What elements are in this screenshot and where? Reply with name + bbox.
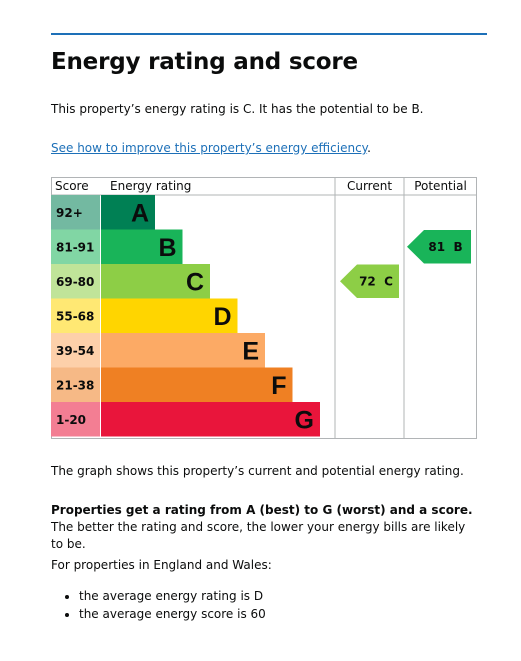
band-bar-b bbox=[101, 229, 183, 264]
band-score-cell-d bbox=[51, 298, 100, 333]
list-item: the average energy score is 60 bbox=[79, 605, 266, 623]
potential-rating-arrow bbox=[407, 230, 471, 264]
rating-column-header: Energy rating bbox=[110, 179, 191, 193]
band-letter-g: G bbox=[295, 406, 314, 434]
band-range-c: 69-80 bbox=[56, 275, 94, 289]
rating-explanation: Properties get a rating from A (best) to… bbox=[51, 502, 481, 553]
rating-explanation-bold: Properties get a rating from A (best) to… bbox=[51, 503, 473, 517]
band-score-cell-g bbox=[51, 402, 100, 437]
band-range-e: 39-54 bbox=[56, 344, 94, 358]
band-bar-c bbox=[101, 264, 210, 299]
potential-rating-label: 81 B bbox=[428, 240, 462, 254]
energy-rating-graph: Score Energy rating Current Potential 92+ A 81… bbox=[51, 177, 477, 439]
band-score-cell-a bbox=[51, 195, 100, 230]
band-range-f: 21-38 bbox=[56, 378, 94, 392]
graph-caption: The graph shows this property’s current … bbox=[51, 464, 464, 478]
improve-efficiency-link[interactable]: See how to improve this property’s energ… bbox=[51, 141, 368, 155]
list-item: the average energy rating is D bbox=[79, 587, 266, 605]
improve-paragraph: See how to improve this property’s energ… bbox=[51, 140, 481, 157]
band-letter-c: C bbox=[186, 268, 204, 296]
band-score-cell-c bbox=[51, 264, 100, 299]
current-rating-arrow bbox=[340, 264, 399, 298]
band-score-cell-e bbox=[51, 333, 100, 368]
band-letter-f: F bbox=[271, 372, 286, 400]
band-bar-f bbox=[101, 367, 293, 402]
band-score-cell-f bbox=[51, 367, 100, 402]
improve-link-suffix: . bbox=[367, 141, 371, 155]
band-range-b: 81-91 bbox=[56, 240, 94, 254]
england-wales-intro: For properties in England and Wales: bbox=[51, 558, 272, 572]
band-score-cell-b bbox=[51, 229, 100, 264]
section-top-rule bbox=[51, 33, 487, 35]
band-range-d: 55-68 bbox=[56, 309, 94, 323]
band-letter-e: E bbox=[242, 337, 259, 365]
band-bar-g bbox=[101, 402, 320, 437]
band-bar-a bbox=[101, 195, 155, 230]
band-letter-d: D bbox=[213, 303, 231, 331]
band-bar-d bbox=[101, 298, 238, 333]
band-letter-b: B bbox=[158, 234, 176, 262]
rating-explanation-rest: The better the rating and score, the low… bbox=[51, 520, 466, 551]
band-bar-e bbox=[101, 333, 265, 368]
score-column-header: Score bbox=[55, 179, 89, 193]
averages-list: the average energy rating is D the avera… bbox=[51, 587, 266, 623]
rating-intro: This property’s energy rating is C. It h… bbox=[51, 102, 424, 116]
band-letter-a: A bbox=[131, 199, 149, 227]
band-range-g: 1-20 bbox=[56, 413, 86, 427]
page-title: Energy rating and score bbox=[51, 49, 358, 75]
current-column-header: Current bbox=[347, 179, 392, 193]
potential-column-header: Potential bbox=[414, 179, 467, 193]
current-rating-label: 72 C bbox=[359, 274, 393, 288]
energy-rating-chart: Score Energy rating Current Potential 92+ A 81… bbox=[51, 177, 477, 439]
band-range-a: 92+ bbox=[56, 206, 83, 220]
